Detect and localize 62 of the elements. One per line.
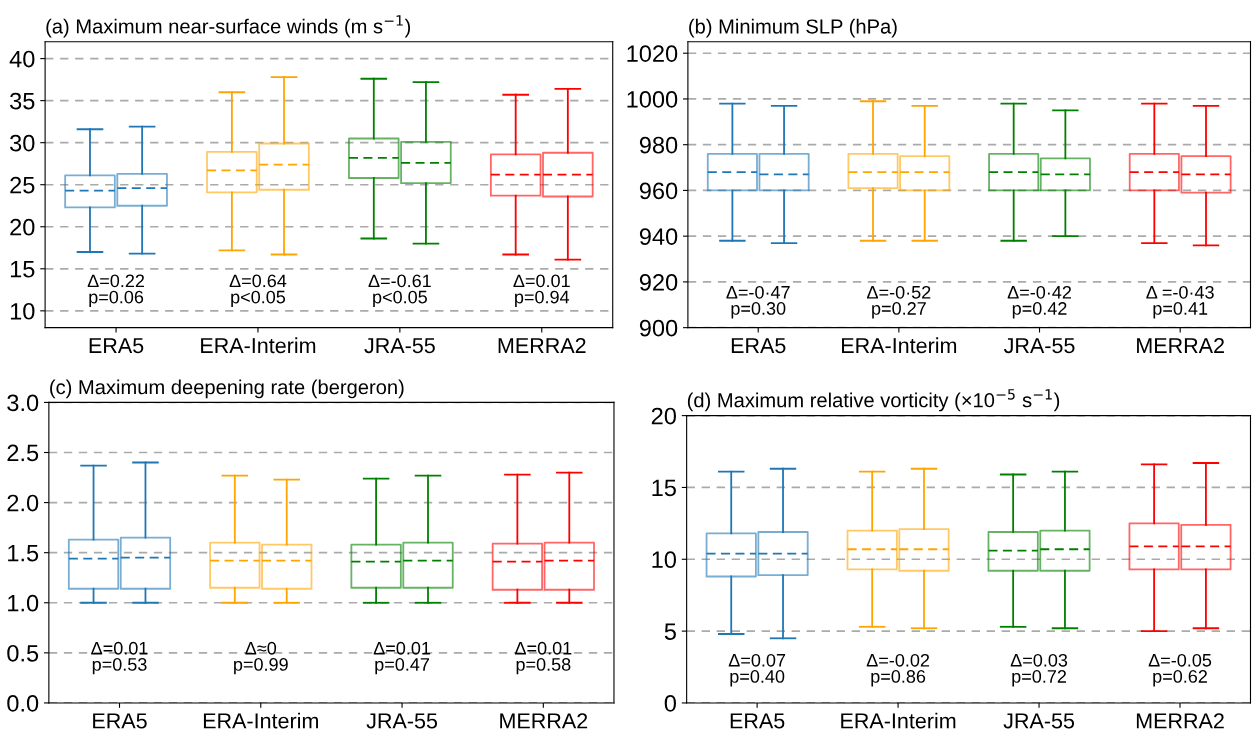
y-tick-label: 35 (10, 92, 35, 110)
y-tick-label: 25 (10, 176, 35, 194)
annotation: Δ =-0·43 p=0.41 (1146, 285, 1214, 319)
y-tick-label: 1020 (627, 45, 678, 62)
y-tick-label: 0.5 (7, 644, 39, 662)
y-tick-label: 960 (639, 182, 678, 200)
y-tick-label: 10 (10, 302, 35, 320)
annotation: Δ≈0 p=0.99 (234, 641, 288, 675)
y-tick-label: 0 (664, 695, 676, 712)
y-tick-label: 900 (639, 319, 678, 337)
chart-title: (b) Minimum SLP (hPa) (689, 18, 897, 38)
x-tick-label: ERA-Interim (201, 337, 316, 354)
x-tick-label: MERRA2 (500, 713, 588, 729)
y-tick-label: 20 (651, 407, 676, 425)
y-tick-label: 15 (10, 261, 35, 278)
y-tick-label: 940 (639, 228, 678, 245)
x-tick-label: ERA-Interim (203, 712, 318, 729)
y-tick-label: 3.0 (7, 394, 39, 412)
chart-title: (d) Maximum relative vorticity (×10$^{−5}$ s$^{−1}$) (687, 389, 1060, 412)
y-tick-label: 1.0 (8, 594, 39, 612)
x-tick-label: ERA5 (89, 338, 144, 354)
x-tick-label: ERA5 (731, 338, 786, 354)
annotation: Δ=-0·47 p=0.30 (726, 285, 790, 319)
y-tick-label: 40 (9, 50, 35, 68)
annotation: Δ=0.22 p=0.06 (87, 274, 145, 307)
annotation: Δ=0.01 p=0.58 (515, 641, 572, 675)
x-tick-label: JRA-55 (1003, 713, 1075, 729)
y-tick-label: 30 (10, 134, 35, 152)
annotation: Δ=0.03 p=0.72 (1010, 653, 1068, 687)
annotation: Δ=0.01 p=0.94 (513, 274, 570, 307)
y-tick-label: 5 (664, 623, 676, 640)
annotation: Δ=-0·42 p=0.42 (1007, 285, 1071, 319)
x-tick-label: JRA-55 (1003, 338, 1075, 354)
x-tick-label: ERA5 (730, 713, 785, 729)
annotation: Δ=-0·52 p=0.27 (867, 285, 931, 319)
annotation: Δ=0.07 p=0.40 (728, 653, 786, 687)
x-tick-label: ERA5 (93, 713, 147, 729)
y-tick-label: 15 (652, 479, 676, 497)
x-tick-label: MERRA2 (498, 337, 586, 353)
annotation: Δ=-0.61 p<0.05 (368, 274, 431, 307)
annotation: Δ=0.01 p=0.53 (91, 641, 148, 675)
x-tick-label: MERRA2 (1136, 713, 1224, 729)
chart-title: (a) Maximum near-surface winds (m s$^{−1}$) (46, 15, 411, 38)
annotation: Δ=0.01 p=0.47 (373, 641, 431, 675)
annotation: Δ=-0.05 p=0.62 (1148, 653, 1212, 687)
y-tick-label: 980 (639, 136, 678, 154)
y-tick-label: 0.0 (7, 695, 39, 712)
x-tick-label: ERA-Interim (842, 337, 957, 354)
y-tick-label: 20 (10, 218, 35, 236)
x-tick-label: ERA-Interim (841, 712, 956, 729)
y-tick-label: 2.0 (7, 494, 39, 512)
annotation: Δ=0.64 p<0.05 (229, 274, 287, 307)
y-tick-label: 1.5 (8, 544, 39, 562)
y-tick-label: 10 (652, 551, 676, 569)
y-tick-label: 2.5 (7, 444, 39, 462)
annotation: Δ=-0.02 p=0.86 (866, 653, 930, 687)
x-tick-label: JRA-55 (364, 338, 435, 354)
y-tick-label: 920 (639, 273, 678, 291)
x-tick-label: MERRA2 (1137, 337, 1224, 353)
x-tick-label: JRA-55 (366, 713, 438, 729)
y-tick-label: 1000 (627, 91, 678, 108)
chart-title: (c) Maximum deepening rate (bergeron) (50, 379, 404, 399)
